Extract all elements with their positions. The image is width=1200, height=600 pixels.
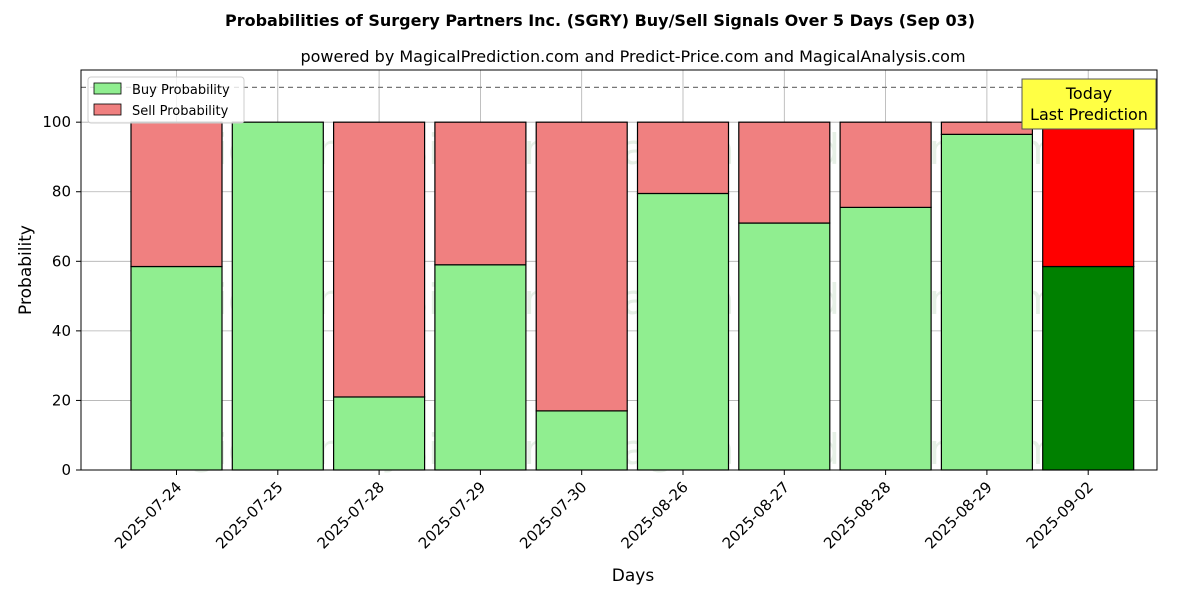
plot-frame [80, 69, 1158, 471]
x-tick-label-7: 2025-08-28 [820, 478, 894, 552]
y-tick-label-2: 40 [52, 322, 71, 340]
bar-buy-2025-08-29 [940, 133, 1034, 471]
y-axis-ticks: 0 20 40 60 80 100 [42, 113, 81, 479]
bar-sell-2025-08-28 [839, 121, 932, 208]
x-tick-label-6: 2025-08-27 [719, 478, 793, 552]
bar-sell-2025-08-27 [738, 121, 831, 224]
x-tick-label-8: 2025-08-29 [921, 478, 995, 552]
x-axis-ticks: 2025-07-24 2025-07-25 2025-07-28 2025-07-29… [111, 470, 1097, 552]
chart-subtitle: powered by MagicalPrediction.com and Pre… [300, 47, 965, 66]
y-tick-label-0: 0 [61, 461, 71, 479]
x-tick-label-4: 2025-07-30 [516, 478, 590, 552]
annotation-line-1: Today [1065, 84, 1112, 103]
bar-sell-2025-09-02 [1042, 121, 1135, 268]
bar-sell-2025-08-29 [940, 121, 1034, 135]
bar-buy-2025-07-25 [231, 121, 324, 471]
x-tick-label-2: 2025-07-28 [314, 478, 388, 552]
x-tick-label-9: 2025-09-02 [1023, 478, 1097, 552]
bar-buy-2025-07-24 [130, 265, 223, 471]
legend-swatch-buy [93, 82, 122, 95]
x-tick-label-3: 2025-07-29 [415, 478, 489, 552]
bar-sell-2025-08-26 [636, 121, 730, 195]
x-tick-label-1: 2025-07-25 [212, 478, 286, 552]
x-axis-label: Days [612, 566, 655, 586]
bar-sell-2025-07-24 [130, 121, 223, 268]
bar-buy-2025-07-28 [333, 396, 426, 471]
y-tick-label-3: 60 [52, 252, 71, 270]
legend-swatch-sell [93, 103, 122, 116]
bar-sell-2025-07-28 [333, 121, 426, 398]
legend: Buy Probability Sell Probability [87, 76, 245, 124]
y-axis-label: Probability [16, 225, 36, 315]
y-tick-label-5: 100 [42, 113, 71, 131]
bar-sell-2025-07-29 [434, 121, 527, 266]
bar-buy-2025-08-28 [839, 206, 932, 471]
bar-buy-2025-09-02 [1042, 265, 1135, 471]
bar-buy-2025-08-26 [636, 192, 730, 471]
annotation-line-2: Last Prediction [1030, 105, 1148, 124]
today-annotation: Today Last Prediction [1021, 78, 1157, 130]
chart-title: Probabilities of Surgery Partners Inc. (… [225, 11, 975, 30]
legend-label-sell: Sell Probability [132, 104, 229, 119]
bar-buy-2025-07-29 [434, 264, 527, 471]
bar-buy-2025-07-30 [535, 410, 628, 471]
bars-layer [130, 121, 1135, 471]
legend-box [87, 76, 245, 124]
bar-buy-2025-08-27 [738, 222, 831, 471]
x-tick-label-0: 2025-07-24 [111, 478, 185, 552]
bar-sell-2025-07-30 [535, 121, 628, 412]
y-tick-label-4: 80 [52, 183, 71, 201]
legend-label-buy: Buy Probability [132, 83, 230, 98]
y-tick-label-1: 20 [52, 391, 71, 409]
annotation-box [1021, 78, 1157, 130]
x-tick-label-5: 2025-08-26 [617, 478, 691, 552]
